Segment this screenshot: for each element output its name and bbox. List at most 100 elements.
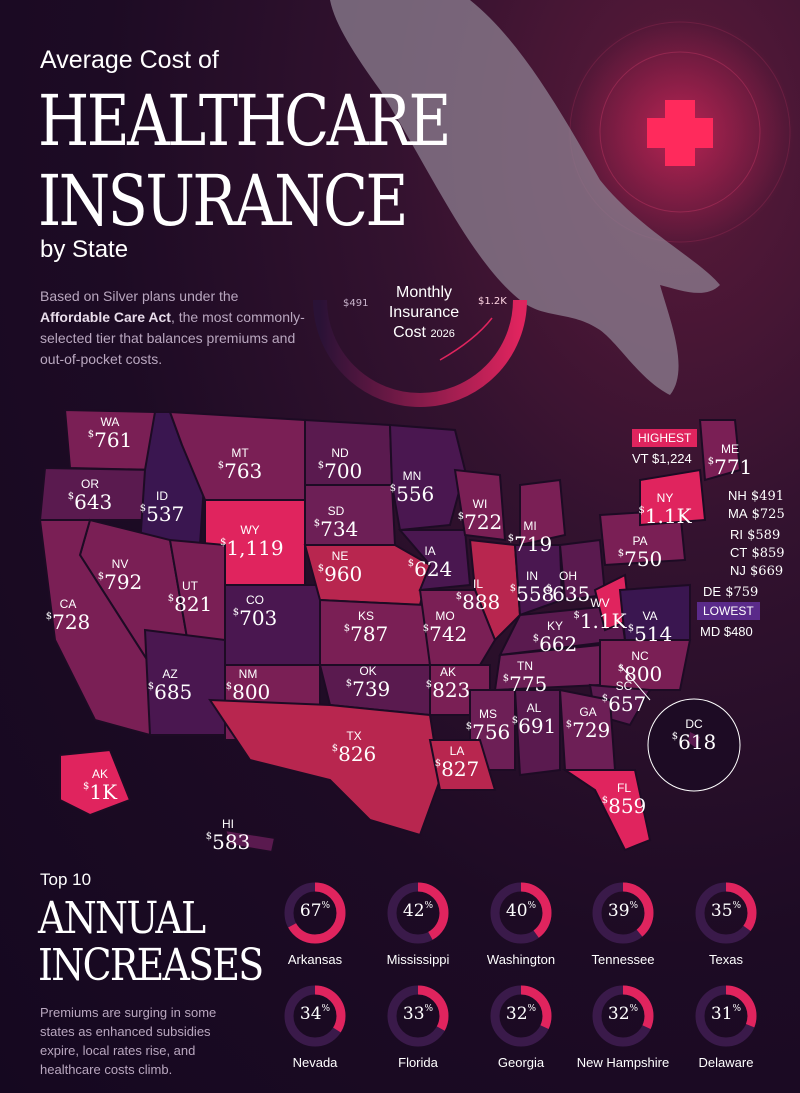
donut-new-hampshire: 32% New Hampshire [568, 983, 678, 1070]
highest-state: VT $1,224 [632, 451, 692, 466]
donut-mississippi: 42% Mississippi [363, 880, 473, 967]
state-label-mi: MI $719 [507, 519, 553, 556]
donut-tennessee: 39% Tennessee [568, 880, 678, 967]
state-label-sd: SD $734 [313, 504, 359, 541]
bottom-pretitle: Top 10 [40, 870, 92, 889]
donut-label: Texas [709, 952, 743, 967]
state-label-ga: GA $729 [565, 705, 611, 742]
side-state-nh: NH $491 [728, 488, 784, 504]
donut-texas: 35% Texas [671, 880, 781, 967]
donut-arkansas: 67% Arkansas [260, 880, 370, 967]
donut-label: Mississippi [386, 952, 450, 967]
donut-ring [284, 882, 346, 944]
state-label-wi: WI $722 [457, 497, 503, 534]
donut-ring [490, 985, 552, 1047]
donut-arc-8 [592, 985, 654, 1047]
page-title-line1: HEALTHCARE [38, 80, 451, 162]
state-label-dc: DC $618 [671, 717, 717, 754]
lowest-state: MD $480 [700, 624, 753, 639]
side-state-nj: NJ $669 [730, 563, 784, 579]
state-label-me: ME $771 [707, 442, 753, 479]
donut-value: 67% [299, 901, 331, 921]
side-state-ct: CT $859 [730, 545, 785, 561]
state-label-mn: MN $556 [389, 469, 435, 506]
state-label-ky: KY $662 [532, 619, 578, 656]
state-label-wv: WV $1.1K [573, 596, 627, 633]
state-label-fl: FL $859 [601, 781, 647, 818]
state-label-mt: MT $763 [217, 446, 263, 483]
donut-value: 31% [710, 1004, 742, 1024]
hand-image [330, 0, 720, 395]
donut-label: Florida [398, 1055, 438, 1070]
donut-label: Tennessee [591, 952, 655, 967]
donut-arc-7 [490, 985, 552, 1047]
donut-value: 39% [607, 901, 639, 921]
donut-ring [490, 882, 552, 944]
donut-ring [592, 882, 654, 944]
side-state-ma: MA $725 [728, 506, 785, 522]
state-label-al: AL $691 [511, 701, 557, 738]
legend-min-label: $491 [343, 298, 369, 309]
state-shapes [38, 408, 742, 854]
pretitle: Average Cost of [40, 46, 219, 74]
state-label-il: IL $888 [455, 577, 501, 614]
donut-ring [387, 985, 449, 1047]
state-label-la: LA $827 [434, 744, 480, 781]
donut-florida: 33% Florida [363, 983, 473, 1070]
state-label-hi: HI $583 [205, 817, 251, 854]
medical-cross-icon [647, 100, 713, 166]
state-label-ia: IA $624 [407, 544, 453, 581]
donut-arc-9 [695, 985, 757, 1047]
bottom-title-line2: INCREASES [38, 940, 264, 991]
highest-tag: HIGHEST [632, 429, 698, 447]
donut-label: Arkansas [287, 952, 343, 967]
legend-title: Monthly Insurance Cost 2026 [388, 284, 460, 341]
state-label-ks: KS $787 [343, 609, 389, 646]
state-label-ak: AK $823 [425, 665, 471, 702]
state-label-oh: OH $635 [545, 569, 591, 606]
donut-value: 40% [505, 901, 537, 921]
donut-arc-1 [387, 882, 449, 944]
donut-value: 33% [402, 1004, 434, 1024]
donut-washington: 40% Washington [466, 880, 576, 967]
state-label-pa: PA $750 [617, 534, 663, 571]
donut-arc-4 [695, 882, 757, 944]
donut-value: 32% [607, 1004, 639, 1024]
state-label-id: ID $537 [139, 489, 185, 526]
legend-arc [313, 299, 527, 407]
page-title-line2: INSURANCE [38, 160, 408, 242]
donut-georgia: 32% Georgia [466, 983, 576, 1070]
bottom-title-line1: ANNUAL [38, 893, 206, 944]
donut-label: Delaware [698, 1055, 754, 1070]
state-label-ms: MS $756 [465, 707, 511, 744]
donut-label: New Hampshire [576, 1055, 670, 1070]
state-label-in: IN $558 [509, 569, 555, 606]
donut-value: 35% [710, 901, 742, 921]
side-state-ri: RI $589 [730, 527, 781, 543]
state-label-co: CO $703 [232, 593, 278, 630]
donut-delaware: 31% Delaware [671, 983, 781, 1070]
state-label-ny: NY $1.1K [638, 491, 692, 528]
state-label-ut: UT $821 [167, 579, 213, 616]
donut-ring [695, 985, 757, 1047]
donut-label: Nevada [292, 1055, 338, 1070]
donut-ring [592, 985, 654, 1047]
donut-label: Washington [486, 952, 556, 967]
bottom-description: Premiums are surging in some states as e… [40, 1005, 217, 1077]
donut-arc-2 [490, 882, 552, 944]
donut-label: Georgia [497, 1055, 545, 1070]
donut-arc-3 [592, 882, 654, 944]
state-label-nm: NM $800 [225, 667, 271, 704]
donut-arc-0 [284, 882, 346, 944]
state-label-ca: CA $728 [45, 597, 91, 634]
donut-nevada: 34% Nevada [260, 983, 370, 1070]
state-label-or: OR $643 [67, 477, 113, 514]
donut-value: 34% [299, 1004, 331, 1024]
donut-value: 42% [402, 901, 434, 921]
state-label-wa: WA $761 [87, 415, 133, 452]
state-label-ok: OK $739 [345, 664, 391, 701]
state-label-az: AZ $685 [147, 667, 193, 704]
description: Based on Silver plans under the Affordab… [40, 288, 305, 367]
